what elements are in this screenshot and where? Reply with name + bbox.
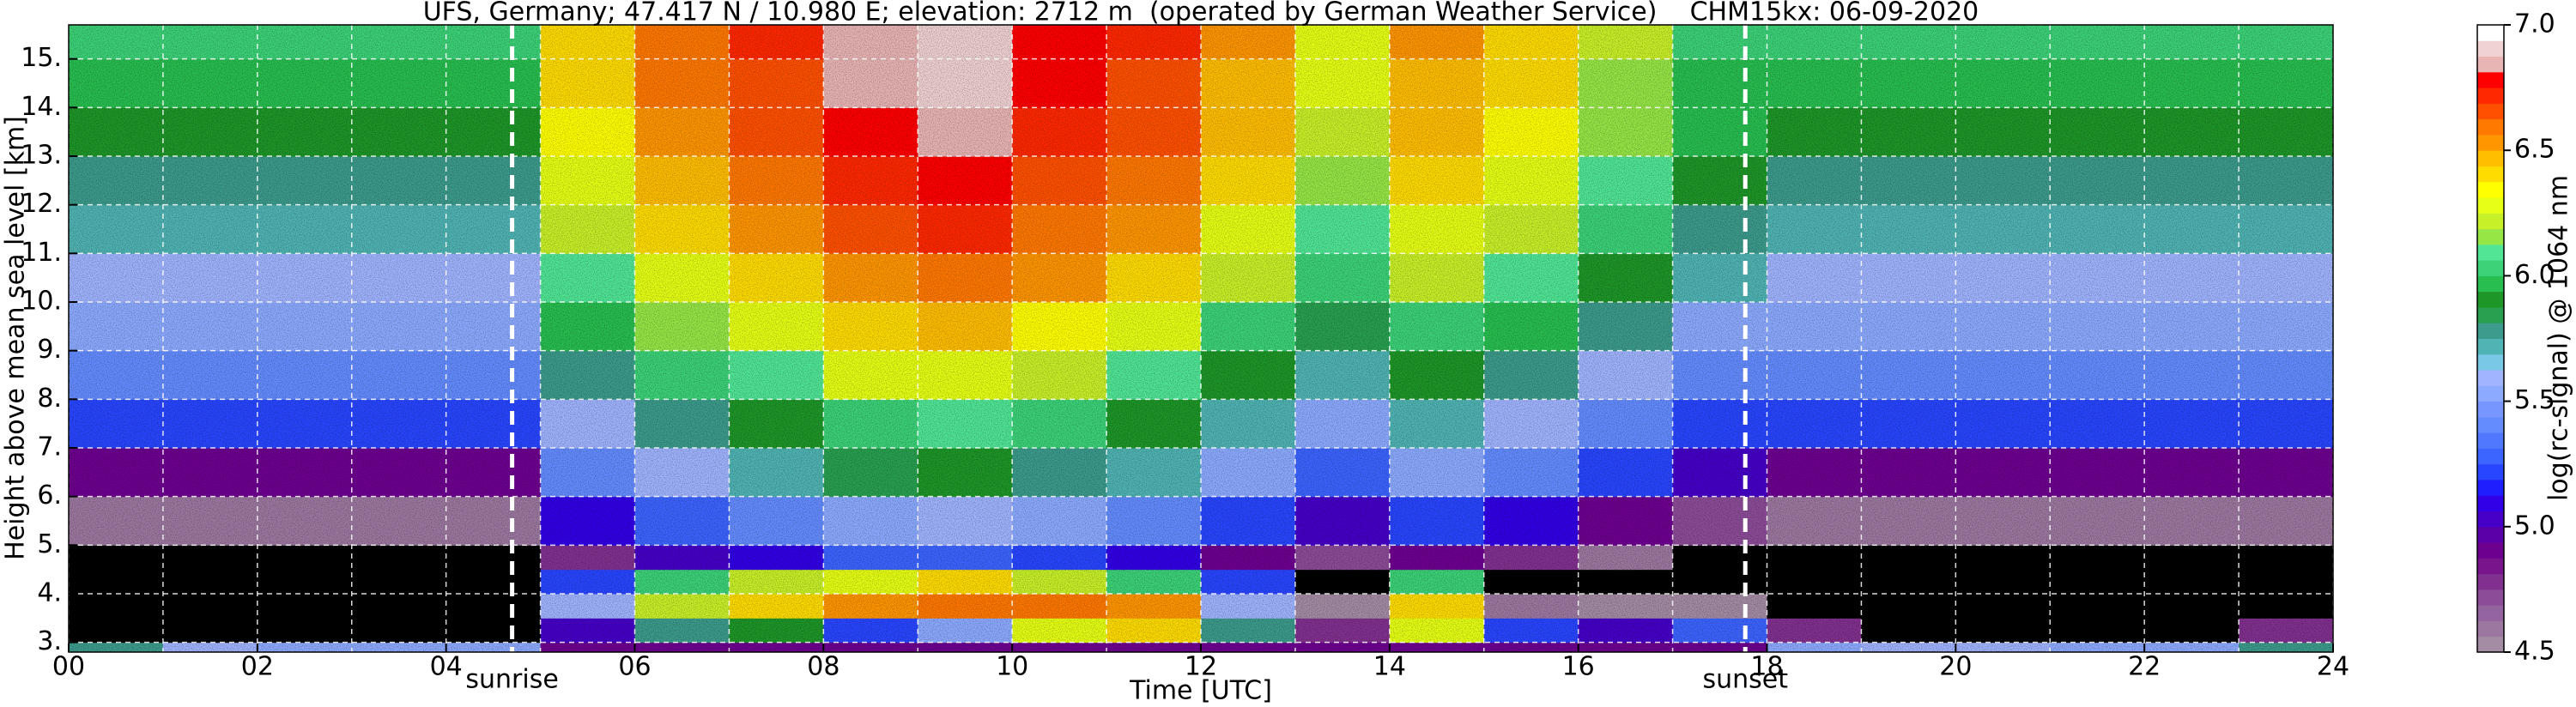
y-tick-label: 7. xyxy=(37,432,62,462)
colorbar-swatch xyxy=(2477,370,2504,386)
colorbar-swatch xyxy=(2477,228,2504,245)
x-tick-label: 14 xyxy=(1373,652,1406,682)
colorbar-swatch xyxy=(2477,432,2504,449)
colorbar-tick-label: 5.0 xyxy=(2514,511,2555,541)
colorbar-swatch xyxy=(2477,150,2504,166)
x-tick-label: 18 xyxy=(1750,652,1783,682)
colorbar-label: log(rc-signal) @ 1064 nm xyxy=(2544,175,2574,501)
y-tick-label: 11. xyxy=(21,238,62,268)
colorbar-swatch xyxy=(2477,495,2504,512)
colorbar-tick-label: 6.0 xyxy=(2514,260,2555,290)
x-tick-label: 00 xyxy=(52,652,85,682)
x-tick-label: 10 xyxy=(996,652,1028,682)
colorbar-swatch xyxy=(2477,542,2504,559)
y-tick-label: 10. xyxy=(21,287,62,317)
x-tick-label: 02 xyxy=(241,652,274,682)
y-tick-label: 4. xyxy=(37,578,62,608)
colorbar-swatch xyxy=(2477,118,2504,136)
colorbar-tick-label: 4.5 xyxy=(2514,637,2555,667)
colorbar-swatch xyxy=(2477,306,2504,323)
colorbar-swatch xyxy=(2477,56,2504,73)
x-tick-label: 20 xyxy=(1939,652,1972,682)
y-axis-label: Height above mean sea level [km] xyxy=(1,116,31,560)
colorbar-swatch xyxy=(2477,620,2504,638)
x-tick-label: 24 xyxy=(2317,652,2349,682)
x-axis-label: Time [UTC] xyxy=(1129,676,1272,706)
colorbar-swatch xyxy=(2477,134,2504,151)
colorbar-swatch xyxy=(2477,589,2504,606)
colorbar-swatch xyxy=(2477,103,2504,120)
colorbar-swatch xyxy=(2477,558,2504,575)
colorbar-swatch xyxy=(2477,291,2504,308)
chart-title: UFS, Germany; 47.417 N / 10.980 E; eleva… xyxy=(423,0,1979,27)
colorbar-swatch xyxy=(2477,260,2504,276)
colorbar-swatch xyxy=(2477,88,2504,104)
colorbar-swatch xyxy=(2477,636,2504,653)
annotation-label: sunrise xyxy=(465,665,558,695)
y-tick-label: 8. xyxy=(37,384,62,414)
x-tick-label: 16 xyxy=(1562,652,1595,682)
x-tick-label: 22 xyxy=(2128,652,2161,682)
y-tick-label: 15. xyxy=(21,43,62,73)
colorbar-swatch xyxy=(2477,401,2504,418)
colorbar-swatch xyxy=(2477,244,2504,261)
colorbar-swatch xyxy=(2477,511,2504,528)
colorbar-swatch xyxy=(2477,605,2504,621)
y-tick-label: 3. xyxy=(37,626,62,656)
colorbar-swatch xyxy=(2477,479,2504,496)
overlay: 00 02 04 06 08 10 12 14 16 18 20 22 24 3. 4. 5. 6. 7. 8. 9.… xyxy=(21,9,2555,695)
plot-frame xyxy=(68,24,2334,653)
colorbar-swatch xyxy=(2477,573,2504,590)
colorbar-swatch xyxy=(2477,181,2504,198)
colorbar-swatch xyxy=(2477,197,2504,214)
y-tick-label: 6. xyxy=(37,480,62,511)
y-tick-label: 5. xyxy=(37,529,62,559)
colorbar-swatch xyxy=(2477,25,2504,41)
colorbar-swatch xyxy=(2477,354,2504,371)
colorbar-swatch xyxy=(2477,323,2504,339)
colorbar-tick-label: 5.5 xyxy=(2514,385,2555,415)
y-tick-label: 13. xyxy=(21,141,62,171)
colorbar-swatch xyxy=(2477,213,2504,230)
colorbar-swatch xyxy=(2477,338,2504,355)
colorbar-swatch xyxy=(2477,166,2504,183)
x-tick-label: 06 xyxy=(618,652,651,682)
x-tick-label: 04 xyxy=(430,652,463,682)
colorbar-frame xyxy=(2476,24,2505,653)
colorbar-swatch xyxy=(2477,275,2504,293)
colorbar-swatch xyxy=(2477,463,2504,480)
colorbar-tick-label: 7.0 xyxy=(2514,9,2555,39)
y-tick-label: 9. xyxy=(37,335,62,365)
colorbar-swatch xyxy=(2477,71,2504,88)
colorbar-swatch xyxy=(2477,416,2504,433)
colorbar-swatch xyxy=(2477,526,2504,543)
colorbar-swatch xyxy=(2477,40,2504,57)
y-tick-label: 14. xyxy=(21,92,62,122)
y-tick-label: 12. xyxy=(21,189,62,219)
colorbar-swatch xyxy=(2477,385,2504,402)
colorbar-swatch xyxy=(2477,448,2504,465)
colorbar-tick-label: 6.5 xyxy=(2514,135,2555,165)
x-tick-label: 12 xyxy=(1185,652,1217,682)
annotation-label: sunset xyxy=(1702,665,1788,695)
x-tick-label: 08 xyxy=(807,652,839,682)
